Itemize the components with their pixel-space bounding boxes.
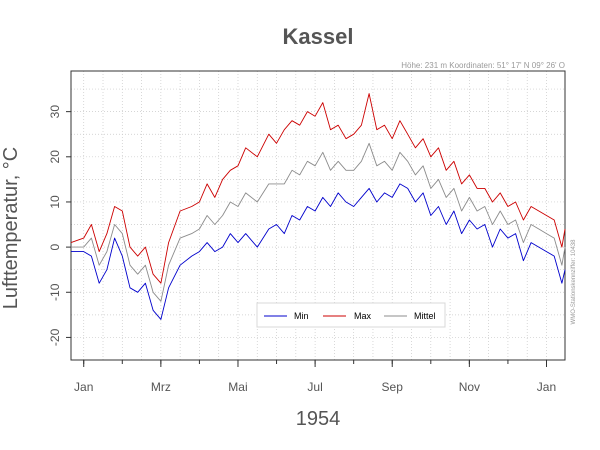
x-tick-label: Nov <box>459 380 480 394</box>
x-tick-label: Mrz <box>151 380 171 394</box>
series-line-max <box>70 93 566 284</box>
y-axis-title: Lufttemperatur, °C <box>0 147 22 310</box>
x-tick-label: Jan <box>537 380 556 394</box>
series-line-mittel <box>71 142 566 302</box>
y-tick-label: 10 <box>48 195 62 209</box>
y-tick-label: 0 <box>48 243 62 250</box>
chart-title: Kassel <box>283 24 354 49</box>
series-line-min <box>71 183 566 320</box>
y-tick-label: 20 <box>48 150 62 164</box>
station-info: Höhe: 231 m Koordinaten: 51° 17' N 09° 2… <box>401 61 565 70</box>
legend-label-max: Max <box>354 311 372 321</box>
x-tick-label: Mai <box>228 380 247 394</box>
y-tick-label: -10 <box>48 283 62 301</box>
y-tick-label: -20 <box>48 328 62 346</box>
plot-frame <box>70 70 566 361</box>
legend-box <box>256 302 446 328</box>
x-tick-label: Jul <box>307 380 322 394</box>
legend-label-mittel: Mittel <box>414 311 436 321</box>
x-axis-title: 1954 <box>296 408 341 430</box>
plot-area: -20 -10 0 10 20 30 Jan Mrz Mai Jul Sep Nov Jan <box>48 70 566 394</box>
legend-label-min: Min <box>294 311 309 321</box>
legend: Min Max Mittel <box>256 302 446 328</box>
station-id-note: WMO-Stationskennziffer: 10438 <box>571 239 577 325</box>
x-tick-label: Jan <box>74 380 93 394</box>
y-tick-label: 30 <box>48 105 62 119</box>
x-tick-label: Sep <box>382 380 404 394</box>
